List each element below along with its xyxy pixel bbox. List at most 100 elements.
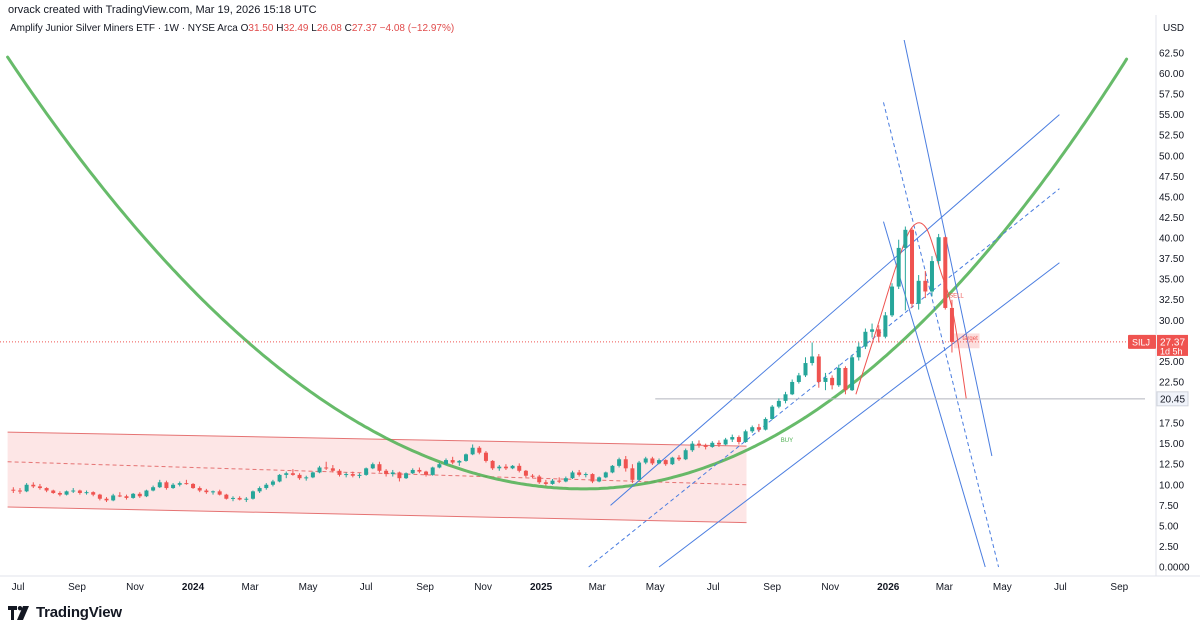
candle-body [617,459,622,466]
countdown-text: 1d 5h [1160,346,1183,356]
candle [623,455,628,472]
price-tick-label: 22.50 [1159,377,1184,388]
price-tick-label: 52.50 [1159,131,1184,142]
candle [77,489,82,495]
candle-body [24,484,29,492]
price-tick-label: 15.00 [1159,439,1184,450]
candle [490,460,495,470]
candle [703,443,708,450]
channel-upper-line[interactable] [7,431,747,447]
candle-body [497,466,502,469]
candle [663,459,668,466]
candle-body [364,468,369,475]
candle-body [756,427,761,430]
candle-body [131,493,136,498]
time-axis[interactable]: Jul Sep Nov 2024 Mar May Jul Sep Nov 2025 Mar May Ju… [12,582,1129,593]
candle [537,474,542,484]
candle-body [31,484,36,487]
channel-fill[interactable] [7,432,747,523]
candle [843,366,848,395]
candle [750,425,755,433]
candle-body [117,495,122,497]
candle [776,398,781,409]
time-tick-label: May [646,582,665,593]
candle [344,472,349,478]
last-price-marker-bg [1157,334,1188,356]
candle [11,487,16,493]
candle-body [883,315,888,337]
price-tick-label: 40.00 [1159,234,1184,245]
candle-body [384,470,389,475]
candle-body [237,497,242,500]
candle-body [424,471,429,475]
candle-body [91,492,96,495]
candle-body [776,400,781,407]
channel-mid-line[interactable] [7,461,747,486]
candle-body [783,394,788,401]
price-tick-label: 50.00 [1159,151,1184,162]
candle-body [211,491,216,493]
candle [949,299,954,353]
candle [670,456,675,466]
candle-body [317,467,322,473]
candle [577,469,582,477]
candle [457,460,462,466]
candle [37,483,42,490]
candle [250,490,255,500]
candle [683,448,688,461]
candle [117,492,122,498]
candle-body [370,464,375,469]
candle [377,461,382,473]
candle [557,477,562,484]
trend-line-5[interactable] [882,102,1000,568]
candle-body [710,442,715,447]
candle [31,482,36,489]
candle-body [71,490,76,492]
candle [850,354,855,392]
candle-body [164,482,169,489]
candle-body [304,477,309,479]
candle [51,489,56,494]
candle [97,493,102,501]
trend-line-2[interactable] [658,262,1060,568]
candle-body [230,497,235,499]
candle-body [444,460,449,465]
candle [297,473,302,480]
price-axis[interactable]: 62.50 60.00 57.50 55.00 52.50 50.00 47.50 45.00… [1159,49,1190,574]
candle [836,364,841,387]
channel-lower-line[interactable] [7,506,747,524]
green-parabola[interactable] [6,55,1129,491]
price-tick-label: 32.50 [1159,295,1184,306]
trend-line-4[interactable] [883,0,993,457]
candle-body [703,445,708,447]
candle-body [11,489,16,491]
parabola-curve[interactable] [6,55,1129,491]
candle-body [696,443,701,446]
candle [630,464,635,484]
time-tick-label: Jul [1054,582,1067,593]
candle-body [876,329,881,337]
annotation-buy: BUY [781,438,793,444]
candle-body [543,482,548,484]
candle [477,446,482,455]
candle-body [204,490,209,493]
trend-line-1[interactable] [610,114,1060,506]
candle-body [477,447,482,453]
candle [617,457,622,468]
pink-channel[interactable] [7,431,747,524]
candle [550,479,555,485]
price-tick-label: 45.00 [1159,192,1184,203]
candle [131,492,136,499]
candle-body [890,286,895,316]
target-box [953,333,980,349]
time-tick-label: Sep [416,582,434,593]
time-tick-label: Jul [12,582,25,593]
candle [211,490,216,495]
tradingview-logo: TradingView [8,604,122,621]
time-tick-label: 2025 [530,582,553,593]
candle [763,417,768,431]
candle [111,493,116,502]
candle [191,483,196,489]
